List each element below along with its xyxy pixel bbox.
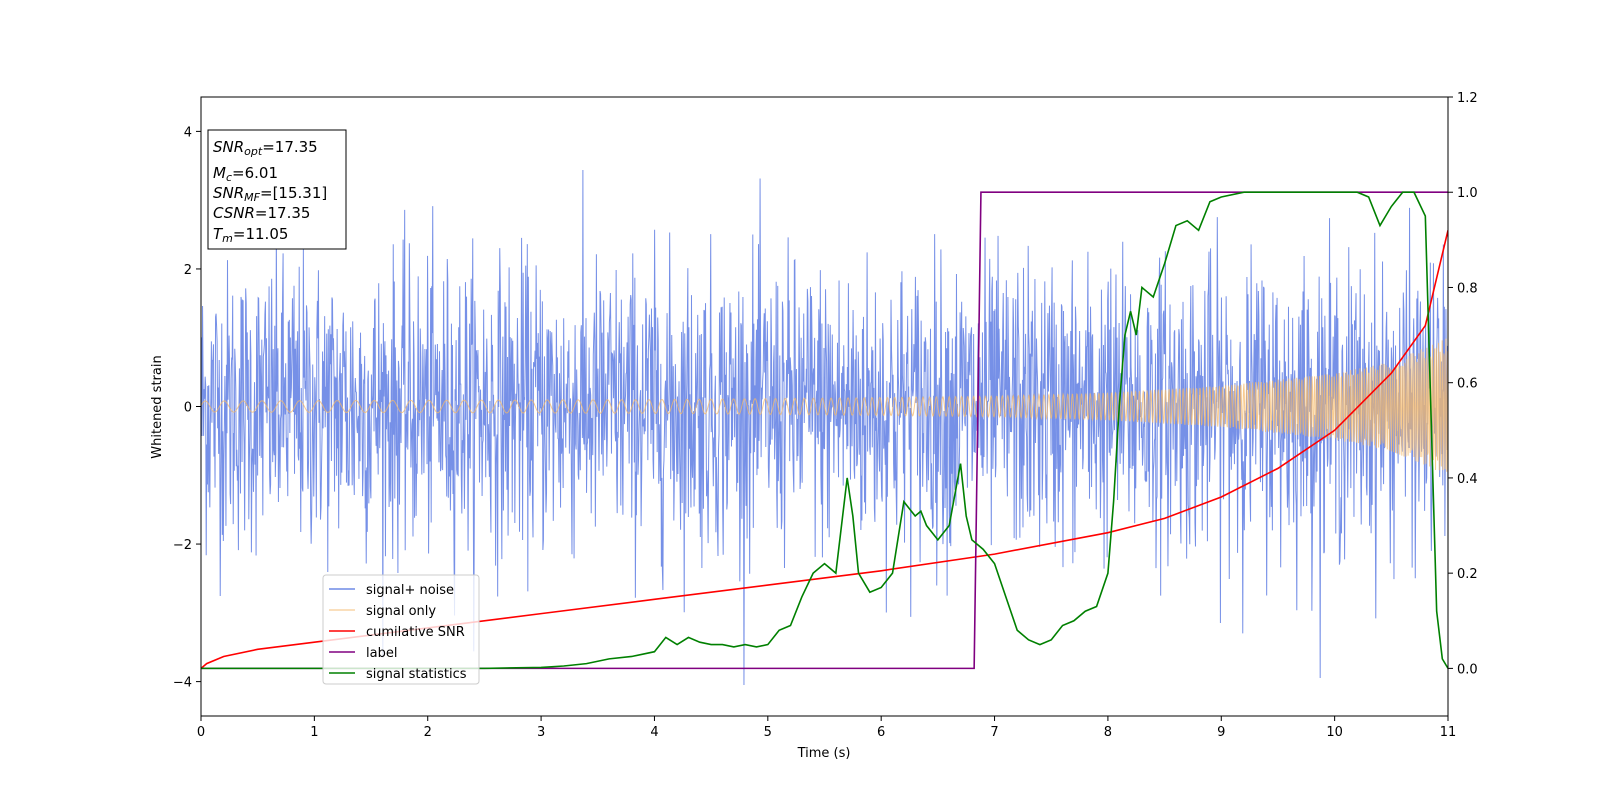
x-tick-label: 2 <box>424 725 432 740</box>
x-axis: 0 1 2 3 4 5 6 7 8 9 10 11 <box>197 716 1456 740</box>
x-tick-label: 5 <box>764 725 772 740</box>
y-axis-label: Whitened strain <box>150 355 165 458</box>
legend-label: signal only <box>366 604 436 619</box>
series-label <box>201 191 1448 670</box>
annotation-tm: Tm=11.05 <box>213 225 288 245</box>
series-cumilative-snr <box>201 230 1448 669</box>
x-tick-label: 6 <box>877 725 885 740</box>
annotation-snr-mf: SNRMF=[15.31] <box>213 184 327 204</box>
y-right-tick-label: 0.6 <box>1457 377 1478 392</box>
y-axis-right: 0.0 0.2 0.4 0.6 0.8 1.0 1.2 <box>1448 91 1478 677</box>
y-right-tick-label: 1.0 <box>1457 186 1478 201</box>
y-left-tick-label: −2 <box>173 538 192 553</box>
series-signal-statistics <box>201 191 1448 670</box>
x-axis-label: Time (s) <box>797 746 851 761</box>
legend-label: signal statistics <box>366 667 467 682</box>
annotation-mc: Mc=6.01 <box>213 164 278 184</box>
series-signal-noise <box>201 169 1448 686</box>
x-tick-label: 10 <box>1326 725 1343 740</box>
y-right-tick-label: 0.2 <box>1457 567 1478 582</box>
x-tick-label: 4 <box>650 725 658 740</box>
legend-label: cumilative SNR <box>366 625 465 640</box>
legend: signal+ noise signal only cumilative SNR la… <box>322 574 480 685</box>
y-right-tick-label: 0.4 <box>1457 472 1478 487</box>
legend-label: label <box>366 646 397 661</box>
x-tick-label: 11 <box>1440 725 1457 740</box>
plot-content <box>201 169 1448 686</box>
y-right-tick-label: 0.8 <box>1457 281 1478 296</box>
x-tick-label: 9 <box>1217 725 1225 740</box>
annotation-box: SNRopt=17.35 Mc=6.01 SNRMF=[15.31] CSNR=… <box>207 129 347 250</box>
x-tick-label: 3 <box>537 725 545 740</box>
legend-label: signal+ noise <box>366 583 454 598</box>
y-left-tick-label: 4 <box>184 125 192 140</box>
y-right-tick-label: 0.0 <box>1457 662 1478 677</box>
series-signal-only <box>201 338 1448 472</box>
y-right-tick-label: 1.2 <box>1457 91 1478 106</box>
x-tick-label: 1 <box>310 725 318 740</box>
x-tick-label: 8 <box>1104 725 1112 740</box>
y-axis-left: −4 −2 0 2 4 <box>173 125 201 691</box>
annotation-csnr: CSNR=17.35 <box>213 204 310 222</box>
y-left-tick-label: 2 <box>184 263 192 278</box>
y-left-tick-label: 0 <box>184 401 192 416</box>
x-tick-label: 7 <box>990 725 998 740</box>
x-tick-label: 0 <box>197 725 205 740</box>
y-left-tick-label: −4 <box>173 676 192 691</box>
annotation-snr-opt: SNRopt=17.35 <box>213 138 318 158</box>
plot-area <box>201 169 1448 686</box>
